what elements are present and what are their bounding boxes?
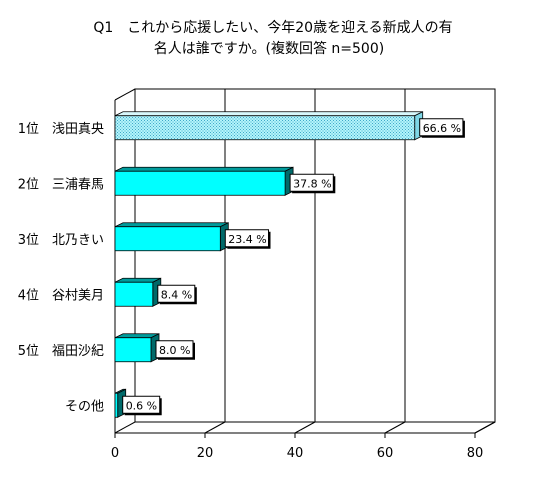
data-label: 8.0 % [159,344,190,357]
data-label-box [419,118,464,137]
bar [114,115,416,141]
floor-gridline-20 [204,421,226,434]
data-label-box [155,340,194,359]
data-label: 37.8 % [293,177,331,190]
data-label: 23.4 % [228,233,266,246]
bar [114,281,154,307]
bar [114,392,119,418]
chart-title-line-1: Q1 これから応援したい、今年20歳を迎える新成人の有 [93,20,453,36]
data-label-box [157,284,196,303]
category-label: 3位 北乃きい [18,233,104,248]
floor-gridline-40 [294,421,316,434]
data-label-box [289,173,334,192]
category-label: 2位 三浦春馬 [18,177,104,192]
data-label: 66.6 % [423,122,461,135]
category-label: 5位 福田沙紀 [18,344,104,359]
bar-top-face [114,166,294,172]
data-label-box [224,229,270,248]
chart-title-line-2: 名人は誰ですか。(複数回答 n=500) [153,41,385,57]
x-tick-label: 0 [111,446,119,461]
data-label: 8.4 % [161,288,192,301]
category-label: その他 [65,399,104,414]
chart-title: Q1 これから応援したい、今年20歳を迎える新成人の有 名人は誰ですか。(複数回… [0,18,538,60]
bar-top-face [114,222,229,228]
category-label: 4位 谷村美月 [18,288,104,303]
x-tick-label: 80 [467,446,484,461]
left-wall-top-edge [114,88,136,101]
bar [114,170,286,196]
floor-gridline-60 [384,421,406,434]
x-tick-label: 40 [287,446,304,461]
bar-top-face [114,111,423,117]
floor-left-edge [114,421,136,434]
category-label: 1位 浅田真央 [18,122,104,137]
bar [114,226,221,252]
bar [114,337,152,363]
data-label: 0.6 % [126,399,157,412]
data-label-box [122,395,161,414]
x-tick-label: 20 [197,446,214,461]
floor-gridline-80 [474,421,496,434]
x-tick-label: 60 [377,446,394,461]
